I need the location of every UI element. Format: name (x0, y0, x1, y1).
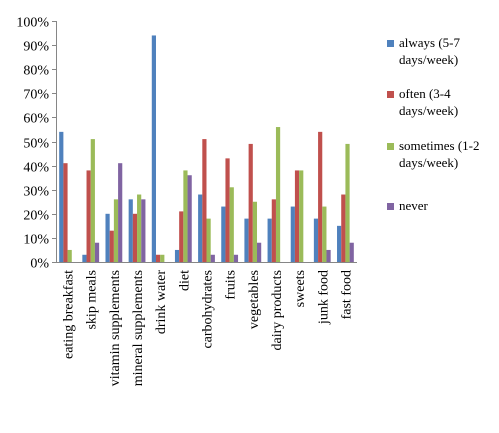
bar (244, 218, 249, 262)
bar (313, 218, 319, 262)
bar (86, 170, 91, 262)
x-category-label: vegetables (247, 270, 262, 329)
bar (109, 230, 114, 262)
y-axis-ticks: 0% 10% 20% 30% 40% 50% 60% 70% 80% 90% 100% (16, 16, 56, 272)
legend-swatch (387, 143, 394, 150)
bar (299, 170, 304, 262)
bar (318, 131, 323, 262)
bar (322, 206, 327, 262)
x-category-label: diet (177, 270, 192, 291)
bar (345, 143, 350, 262)
x-axis-categories: eating breakfast skip meals vitamin supple… (62, 270, 355, 387)
x-category-label: drink water (154, 270, 169, 334)
legend: always (5-7 days/week) often (3-4 days/week… (387, 35, 480, 213)
legend-swatch (387, 91, 394, 98)
bar (128, 199, 133, 262)
bar (67, 249, 72, 262)
bar (271, 199, 276, 262)
bar (326, 249, 331, 262)
legend-swatch (387, 40, 394, 47)
bar (290, 206, 295, 262)
bar (275, 127, 281, 262)
bar (233, 254, 239, 262)
bar (90, 139, 95, 262)
y-tick-label: 80% (23, 64, 49, 79)
bar (257, 242, 262, 262)
bar (113, 199, 119, 262)
y-tick-label: 50% (23, 137, 49, 152)
bar (174, 249, 180, 262)
bar (248, 143, 253, 262)
bar (179, 211, 184, 262)
bar (252, 201, 258, 262)
x-category-label: eating breakfast (62, 270, 77, 359)
bar (94, 242, 100, 262)
bar (63, 163, 68, 262)
bar (229, 187, 234, 262)
legend-label: always (5-7 days/week) (399, 35, 461, 67)
bar (160, 254, 165, 262)
x-category-label: carbohydrates (201, 270, 216, 349)
bar (337, 225, 342, 262)
bar (141, 199, 146, 262)
bar (206, 218, 211, 262)
bar (221, 206, 226, 262)
bar (132, 213, 138, 262)
bar (210, 254, 215, 262)
bar (118, 163, 123, 262)
y-tick-label: 20% (23, 209, 49, 224)
x-category-label: fast food (339, 270, 354, 319)
bar (225, 158, 230, 262)
y-tick-label: 10% (23, 233, 49, 248)
x-category-label: fruits (224, 270, 239, 300)
x-category-label: dairy products (270, 270, 285, 350)
x-category-label: vitamin supplements (108, 270, 123, 386)
y-tick-label: 60% (23, 112, 49, 127)
x-category-label: skip meals (85, 270, 100, 330)
x-category-label: junk food (316, 270, 331, 325)
x-category-label: sweets (293, 270, 308, 307)
bar (151, 35, 156, 263)
legend-label: never (399, 198, 429, 213)
x-category-label: mineral supplements (131, 270, 146, 386)
legend-swatch (387, 203, 394, 210)
bar (267, 218, 272, 262)
bar (341, 194, 346, 262)
bar (349, 242, 354, 262)
y-tick-label: 40% (23, 161, 49, 176)
legend-label: sometimes (1-2 days/week) (399, 138, 480, 170)
y-tick-label: 0% (30, 257, 49, 272)
bar (105, 213, 110, 262)
y-tick-label: 100% (16, 16, 49, 31)
bar (198, 194, 203, 262)
bar (155, 254, 161, 262)
bar (294, 170, 300, 262)
bar (137, 194, 142, 262)
bar (183, 170, 188, 262)
y-tick-label: 90% (23, 40, 49, 55)
y-tick-label: 30% (23, 185, 49, 200)
bar (59, 131, 64, 262)
bar (82, 254, 87, 262)
bars (59, 35, 354, 263)
bar (202, 139, 207, 262)
legend-label: often (3-4 days/week) (399, 86, 458, 118)
y-tick-label: 70% (23, 88, 49, 103)
bar (187, 175, 192, 262)
